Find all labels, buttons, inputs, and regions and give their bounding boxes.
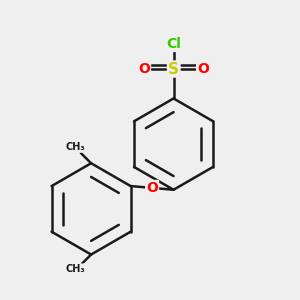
Text: CH₃: CH₃ (65, 142, 85, 152)
Text: O: O (138, 62, 150, 76)
Text: S: S (168, 61, 179, 76)
Text: O: O (146, 181, 158, 195)
Text: CH₃: CH₃ (65, 264, 85, 274)
Text: Cl: Cl (166, 37, 181, 51)
Text: O: O (197, 62, 209, 76)
